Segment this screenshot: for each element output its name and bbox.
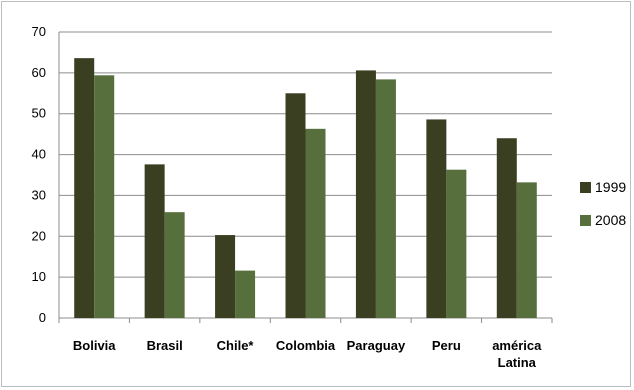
y-tick-label: 10 bbox=[32, 269, 46, 284]
bar-1999-peru bbox=[426, 119, 447, 318]
y-tick-label: 60 bbox=[32, 65, 46, 80]
bar-2008-amricalatina bbox=[516, 182, 537, 318]
bar-1999-amricalatina bbox=[496, 138, 517, 318]
x-tick-label: Colombia bbox=[276, 338, 336, 353]
x-tick-label: Peru bbox=[432, 338, 461, 353]
y-tick-label: 20 bbox=[32, 228, 46, 243]
y-tick-label: 30 bbox=[32, 187, 46, 202]
legend-swatch bbox=[580, 182, 591, 193]
bar-1999-bolivia bbox=[74, 58, 95, 319]
x-tick-label: Latina bbox=[498, 355, 537, 370]
y-tick-label: 50 bbox=[32, 106, 46, 121]
legend-swatch bbox=[580, 215, 591, 226]
bar-2008-bolivia bbox=[94, 75, 115, 319]
x-tick-label: américa bbox=[492, 338, 542, 353]
y-tick-label: 40 bbox=[32, 147, 46, 162]
bar-2008-paraguay bbox=[375, 79, 396, 318]
bar-2008-peru bbox=[446, 169, 467, 318]
x-tick-label: Chile* bbox=[217, 338, 255, 353]
bar-1999-colombia bbox=[285, 93, 306, 319]
bar-2008-chile bbox=[235, 270, 256, 318]
legend-label: 2008 bbox=[595, 212, 626, 228]
x-tick-label: Paraguay bbox=[347, 338, 406, 353]
bar-2008-brasil bbox=[164, 212, 185, 318]
y-tick-label: 70 bbox=[32, 24, 46, 39]
bar-1999-brasil bbox=[144, 164, 165, 318]
bar-1999-chile bbox=[215, 235, 236, 318]
x-tick-label: Brasil bbox=[147, 338, 183, 353]
legend-label: 1999 bbox=[595, 179, 626, 195]
y-tick-label: 0 bbox=[39, 310, 46, 325]
x-tick-label: Bolivia bbox=[73, 338, 116, 353]
bar-1999-paraguay bbox=[355, 70, 376, 318]
bar-2008-colombia bbox=[305, 128, 326, 318]
